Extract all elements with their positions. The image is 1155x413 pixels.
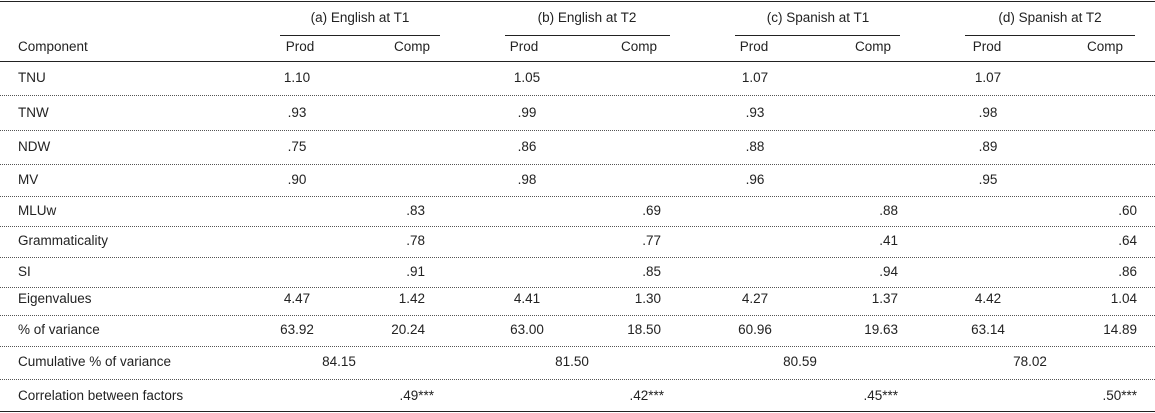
cell: 19.63	[864, 322, 898, 337]
cell: .77	[642, 233, 661, 248]
subheader: Prod	[972, 39, 1002, 54]
group-underline	[965, 35, 1135, 36]
cell: .86	[1118, 264, 1137, 279]
row-label: TNW	[18, 105, 49, 120]
row-separator	[0, 315, 1155, 316]
cell: .94	[879, 264, 898, 279]
row-separator	[0, 257, 1155, 258]
row-separator	[0, 130, 1155, 131]
row-separator	[0, 164, 1155, 165]
cell: .96	[745, 172, 765, 187]
cell: 81.50	[555, 354, 589, 369]
group-title: (d) Spanish at T2	[998, 10, 1102, 25]
row-separator	[0, 287, 1155, 288]
group-title: (c) Spanish at T1	[766, 10, 870, 25]
subheader: Prod	[509, 39, 539, 54]
cell: 1.07	[974, 70, 1002, 85]
row-label: SI	[18, 264, 31, 279]
row-separator	[0, 196, 1155, 197]
group-title: (b) English at T2	[537, 10, 637, 25]
bottom-rule	[0, 411, 1155, 412]
row-label: Grammaticality	[18, 233, 109, 248]
cell: .93	[287, 105, 307, 120]
cell: 18.50	[627, 322, 661, 337]
row-label: Correlation between factors	[18, 388, 184, 403]
row-label: MV	[18, 172, 39, 187]
cell: .95	[978, 172, 998, 187]
cell: .88	[745, 139, 765, 154]
cell: .49***	[399, 388, 434, 403]
cell: 14.89	[1103, 322, 1137, 337]
row-separator	[0, 95, 1155, 96]
column-header: Component	[18, 39, 88, 54]
cell: .85	[642, 264, 661, 279]
group-underline	[505, 35, 670, 36]
cell: 1.42	[398, 291, 425, 306]
row-label: Cumulative % of variance	[18, 354, 172, 369]
subheader: Prod	[285, 39, 315, 54]
subheader: Prod	[739, 39, 769, 54]
row-separator	[0, 379, 1155, 380]
cell: .50***	[1102, 388, 1137, 403]
cell: 60.96	[738, 322, 772, 337]
cell: .69	[642, 203, 661, 218]
group-underline	[735, 35, 900, 36]
cell: 1.04	[1110, 291, 1137, 306]
cell: .90	[287, 172, 307, 187]
row-separator	[0, 226, 1155, 227]
subheader: Comp	[620, 39, 657, 54]
cell: 1.37	[871, 291, 898, 306]
cell: .88	[879, 203, 898, 218]
cell: 1.30	[634, 291, 661, 306]
cell: 63.00	[510, 322, 544, 337]
cell: 4.47	[283, 291, 311, 306]
cell: 1.10	[283, 70, 311, 85]
cell: .41	[879, 233, 898, 248]
cell: 78.02	[1013, 354, 1047, 369]
row-label: MLUw	[18, 203, 57, 218]
cell: .91	[406, 264, 425, 279]
row-label: TNU	[18, 70, 46, 85]
cell: .99	[517, 105, 537, 120]
cell: .45***	[863, 388, 898, 403]
cell: .64	[1118, 233, 1137, 248]
cell: .98	[517, 172, 537, 187]
row-label: NDW	[18, 139, 51, 154]
subheader: Comp	[1086, 39, 1123, 54]
cell: .78	[406, 233, 425, 248]
cell: 80.59	[783, 354, 817, 369]
cell: .75	[287, 139, 307, 154]
row-separator	[0, 346, 1155, 347]
row-label: % of variance	[18, 322, 100, 337]
cell: .60	[1118, 203, 1137, 218]
group-title: (a) English at T1	[310, 10, 410, 25]
subheader: Comp	[393, 39, 430, 54]
cell: 20.24	[391, 322, 425, 337]
top-rule	[0, 1, 1155, 2]
row-label: Eigenvalues	[18, 291, 92, 306]
cell: .83	[406, 203, 425, 218]
cell: .86	[517, 139, 537, 154]
cell: 1.07	[741, 70, 769, 85]
subheader: Comp	[854, 39, 891, 54]
cell: 63.92	[280, 322, 314, 337]
cell: 1.05	[513, 70, 541, 85]
cell: .89	[978, 139, 998, 154]
cell: 4.42	[974, 291, 1002, 306]
cell: 4.41	[513, 291, 541, 306]
cell: .42***	[629, 388, 664, 403]
cell: 84.15	[322, 354, 356, 369]
cell: 4.27	[741, 291, 769, 306]
cell: .93	[745, 105, 765, 120]
cell: 63.14	[971, 322, 1005, 337]
cell: .98	[978, 105, 998, 120]
header-rule	[0, 61, 1155, 62]
group-underline	[280, 35, 440, 36]
